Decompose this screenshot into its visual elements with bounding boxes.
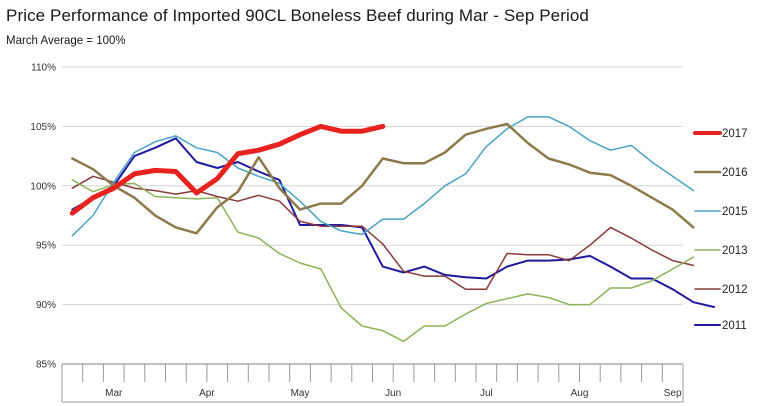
legend-label-2013: 2013 xyxy=(722,245,748,257)
series-line-2011 xyxy=(71,137,715,308)
y-tick-label: 90% xyxy=(36,300,56,311)
series-line-2013 xyxy=(71,179,695,343)
series-line-2012 xyxy=(71,175,695,290)
y-tick-label: 95% xyxy=(36,241,56,252)
y-tick-label: 110% xyxy=(31,63,56,74)
x-tick-label: Aug xyxy=(571,388,589,399)
legend-label-2017: 2017 xyxy=(722,128,748,140)
x-tick-label: Mar xyxy=(105,388,123,399)
chart-subtitle: March Average = 100% xyxy=(6,35,126,47)
x-tick-label: Apr xyxy=(199,388,215,399)
series-line-2017 xyxy=(69,123,386,216)
y-tick-label: 105% xyxy=(30,122,56,133)
series-line-2016 xyxy=(71,122,695,235)
y-tick-label: 85% xyxy=(36,360,56,371)
legend-label-2015: 2015 xyxy=(722,206,748,218)
legend-label-2012: 2012 xyxy=(722,284,748,296)
x-tick-label: Jul xyxy=(480,388,493,399)
chart-title: Price Performance of Imported 90CL Bonel… xyxy=(6,6,589,25)
series-line-2015 xyxy=(71,116,695,237)
x-tick-label: Jun xyxy=(385,388,401,399)
legend-label-2011: 2011 xyxy=(722,320,747,332)
legend-label-2016: 2016 xyxy=(722,167,748,179)
x-tick-label: Sep xyxy=(664,388,682,399)
y-tick-label: 100% xyxy=(30,181,56,192)
x-tick-label: May xyxy=(291,388,310,399)
